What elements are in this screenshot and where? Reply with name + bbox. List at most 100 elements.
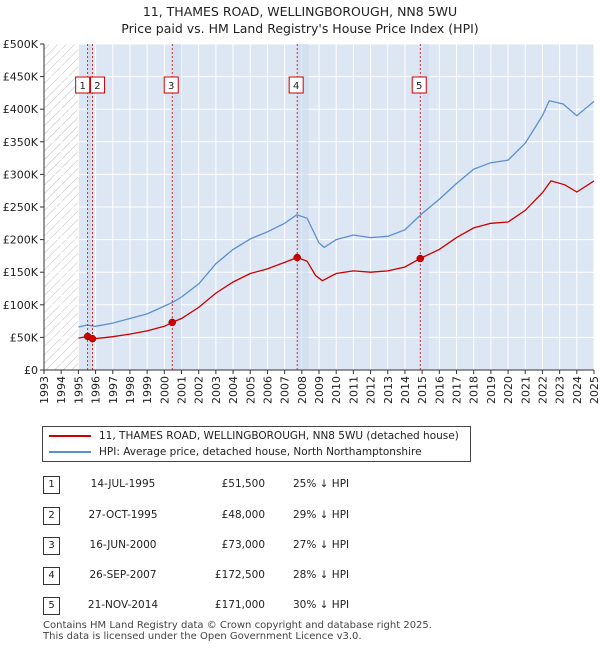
x-tick-label: 1995 (72, 376, 85, 404)
transaction-date: 16-JUN-2000 (89, 539, 157, 551)
y-tick-label: £100K (3, 299, 39, 312)
sale-point (416, 254, 424, 263)
x-tick-label: 2014 (399, 376, 412, 404)
transaction-price: £51,500 (221, 478, 265, 490)
transaction-date: 26-SEP-2007 (89, 569, 157, 581)
x-tick-label: 2020 (502, 376, 515, 404)
annotation-box (75, 76, 91, 94)
sale-point (88, 334, 97, 343)
transaction-hpi-diff: 30% ↓ HPI (293, 599, 350, 611)
annotation-label: 2 (94, 81, 100, 92)
x-tick-label: 1993 (38, 376, 51, 404)
table-row: 2 27-OCT-1995 £48,000 29% ↓ HPI (43, 507, 443, 525)
annotation-label: 4 (293, 81, 299, 92)
chart-subtitle: Price paid vs. HM Land Registry's House … (121, 21, 479, 36)
footer: Contains HM Land Registry data © Crown c… (43, 620, 432, 642)
transaction-date: 21-NOV-2014 (87, 599, 159, 611)
x-tick-label: 1997 (107, 376, 120, 404)
x-tick-label: 1998 (124, 376, 137, 404)
annotation-box (89, 76, 105, 94)
x-tick-label: 2007 (279, 376, 292, 404)
sale-band (297, 44, 309, 370)
transaction-price: £48,000 (221, 509, 265, 521)
y-tick-label: £50K (10, 331, 39, 344)
x-tick-label: 2025 (588, 376, 600, 404)
x-tick-label: 2003 (210, 376, 223, 404)
x-tick-label: 2019 (485, 376, 498, 404)
y-tick-label: £250K (3, 201, 39, 214)
x-tick-label: 2010 (330, 376, 343, 404)
x-tick-label: 2005 (244, 376, 257, 404)
chart-title: 11, THAMES ROAD, WELLINGBOROUGH, NN8 5WU (142, 4, 458, 19)
transaction-price: £171,000 (214, 599, 265, 611)
x-tick-label: 1999 (141, 376, 154, 404)
transaction-hpi-diff: 29% ↓ HPI (293, 509, 350, 521)
footer-licence: This data is licensed under the Open Gov… (43, 631, 362, 642)
y-tick-label: £400K (3, 103, 39, 116)
legend-item-property: 11, THAMES ROAD, WELLINGBOROUGH, NN8 5WU… (49, 429, 459, 443)
x-tick-label: 2021 (519, 376, 532, 404)
transaction-hpi-diff: 28% ↓ HPI (293, 569, 350, 581)
x-tick-label: 2023 (554, 376, 567, 404)
annotation-box (411, 76, 427, 94)
x-tick-label: 2016 (433, 376, 446, 404)
legend-swatch-property (49, 435, 91, 437)
annotation-label: 1 (79, 81, 85, 92)
annotation-label: 5 (416, 81, 422, 92)
table-row: 1 14-JUL-1995 £51,500 25% ↓ HPI (43, 476, 443, 494)
transaction-date: 27-OCT-1995 (88, 509, 158, 521)
footer-copyright: Contains HM Land Registry data © Crown c… (43, 620, 432, 631)
transaction-price: £172,500 (214, 569, 265, 581)
annotation-box (163, 76, 179, 94)
x-tick-label: 2015 (416, 376, 429, 404)
transaction-price: £73,000 (221, 539, 265, 551)
sale-band (420, 44, 429, 370)
sale-point (168, 318, 176, 327)
legend-item-hpi: HPI: Average price, detached house, Nort… (49, 445, 422, 459)
transaction-hpi-diff: 27% ↓ HPI (293, 539, 350, 551)
legend: 11, THAMES ROAD, WELLINGBOROUGH, NN8 5WU… (42, 426, 471, 462)
x-tick-label: 2009 (313, 376, 326, 404)
x-tick-label: 1994 (55, 376, 68, 404)
transaction-number-badge: 5 (43, 597, 60, 615)
transaction-number-badge: 2 (43, 507, 60, 525)
x-tick-label: 2017 (451, 376, 464, 404)
table-row: 4 26-SEP-2007 £172,500 28% ↓ HPI (43, 567, 443, 585)
x-tick-label: 2013 (382, 376, 395, 404)
transaction-number-badge: 1 (43, 476, 60, 494)
legend-swatch-hpi (49, 451, 91, 453)
series-line-property (78, 180, 595, 340)
y-tick-label: £500K (3, 38, 39, 51)
x-tick-label: 1996 (90, 376, 103, 404)
x-tick-label: 2002 (193, 376, 206, 404)
x-tick-label: 2022 (536, 376, 549, 404)
transaction-date: 14-JUL-1995 (90, 478, 156, 490)
y-tick-label: £300K (3, 168, 39, 181)
x-tick-label: 2012 (365, 376, 378, 404)
sale-point (293, 253, 301, 262)
x-tick-label: 2011 (347, 376, 360, 404)
annotation-box (288, 76, 304, 94)
x-tick-label: 2018 (468, 376, 481, 404)
annotation-label: 3 (168, 81, 174, 92)
series-line-hpi (78, 99, 595, 328)
sale-band (172, 44, 182, 370)
x-tick-label: 2004 (227, 376, 240, 404)
x-tick-label: 2001 (176, 376, 189, 404)
table-row: 5 21-NOV-2014 £171,000 30% ↓ HPI (43, 597, 443, 615)
y-tick-label: £200K (3, 234, 39, 247)
x-tick-label: 2024 (571, 376, 584, 404)
sale-band (87, 44, 93, 370)
legend-label-hpi: HPI: Average price, detached house, Nort… (99, 446, 422, 458)
transaction-number-badge: 3 (43, 537, 60, 555)
table-row: 3 16-JUN-2000 £73,000 27% ↓ HPI (43, 537, 443, 555)
x-tick-label: 2008 (296, 376, 309, 404)
x-tick-label: 2006 (261, 376, 274, 404)
y-tick-label: £350K (3, 136, 39, 149)
legend-label-property: 11, THAMES ROAD, WELLINGBOROUGH, NN8 5WU… (99, 430, 459, 442)
x-tick-label: 2000 (158, 376, 171, 404)
transaction-hpi-diff: 25% ↓ HPI (293, 478, 350, 490)
y-tick-label: £450K (3, 71, 39, 84)
y-tick-label: £0 (24, 364, 38, 377)
